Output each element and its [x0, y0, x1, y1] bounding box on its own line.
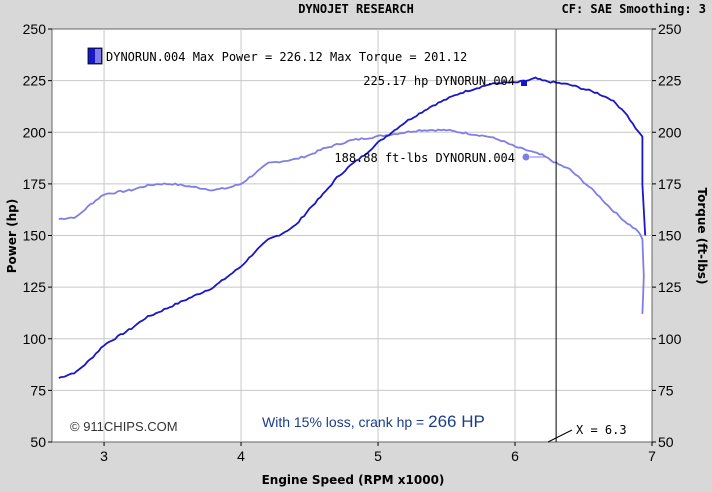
x-axis-title: Engine Speed (RPM x1000)	[262, 473, 445, 487]
copyright-text: © 911CHIPS.COM	[70, 419, 178, 434]
y-tick-label: 75	[30, 382, 46, 398]
left-axis-ticks: 50 75 100 125 150 175 200 225 250	[23, 21, 52, 450]
right-axis-ticks: 50 75 100 125 150 175 200 225 250	[652, 21, 682, 450]
chart-title: DYNOJET RESEARCH	[298, 2, 414, 16]
torque-point-marker	[522, 153, 530, 161]
loss-text: With 15% loss, crank hp =	[262, 414, 428, 430]
x-tick-label: 4	[237, 448, 245, 464]
y2-tick-label: 75	[658, 382, 674, 398]
x-tick-label: 6	[511, 448, 519, 464]
torque-point-label: 188.88 ft-lbs DYNORUN.004	[334, 151, 515, 165]
legend-swatch-highlight	[95, 49, 101, 63]
x-tick-label: 5	[374, 448, 382, 464]
x-tick-label: 3	[100, 448, 108, 464]
y-axis-title: Power (hp)	[5, 199, 19, 273]
cursor-label: X = 6.3	[576, 423, 627, 437]
legend-text: DYNORUN.004 Max Power = 226.12 Max Torqu…	[106, 50, 467, 64]
y2-tick-label: 150	[658, 228, 682, 244]
y2-tick-label: 175	[658, 176, 682, 192]
cursor-leader	[547, 429, 573, 443]
y2-tick-label: 125	[658, 279, 682, 295]
y-tick-label: 200	[23, 124, 47, 140]
y2-axis-title: Torque (ft-lbs)	[695, 188, 709, 285]
loss-value: 266 HP	[428, 412, 485, 431]
x-axis-ticks: 3 4 5 6 7	[100, 442, 656, 464]
grid-lines	[52, 29, 652, 442]
y2-tick-label: 200	[658, 124, 682, 140]
power-peak-marker	[521, 80, 527, 86]
y2-tick-label: 100	[658, 331, 682, 347]
series-line-power	[58, 76, 647, 379]
y-tick-label: 100	[23, 331, 47, 347]
y2-tick-label: 250	[658, 21, 682, 37]
y-tick-label: 250	[23, 21, 47, 37]
y-tick-label: 150	[23, 228, 47, 244]
y-tick-label: 225	[23, 73, 47, 89]
series-line-torque	[58, 128, 645, 315]
y-tick-label: 125	[23, 279, 47, 295]
y2-tick-label: 50	[658, 434, 674, 450]
y-tick-label: 175	[23, 176, 47, 192]
y-tick-label: 50	[30, 434, 46, 450]
chart-settings: CF: SAE Smoothing: 3	[562, 2, 707, 16]
power-peak-label: 225.17 hp DYNORUN.004	[363, 74, 515, 88]
x-tick-label: 7	[648, 448, 656, 464]
y2-tick-label: 225	[658, 73, 682, 89]
loss-note: With 15% loss, crank hp = 266 HP	[262, 412, 485, 431]
